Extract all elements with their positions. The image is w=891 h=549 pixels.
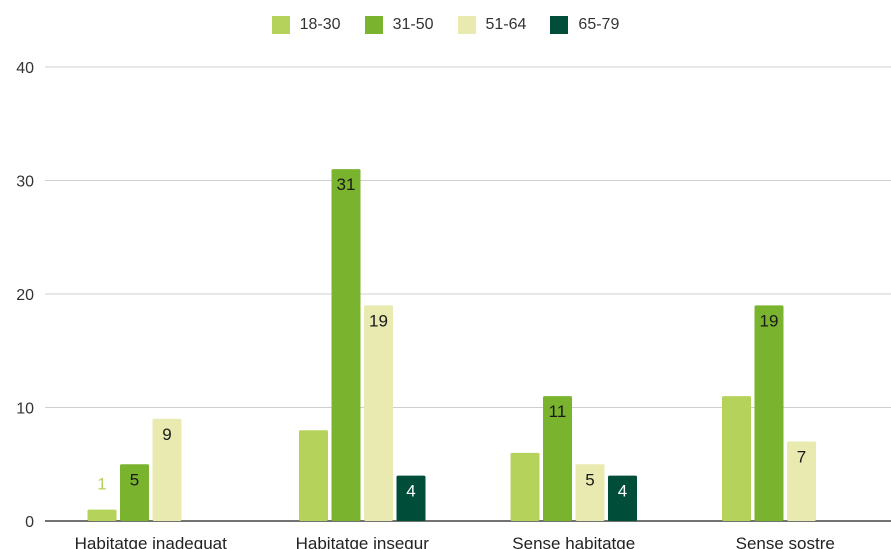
x-tick-label-3: Sense sostre bbox=[736, 534, 835, 549]
data-labels: 1 5 9 8 31 19 4 6 11 5 4 11 19 7 bbox=[97, 175, 806, 500]
x-tick-label-0: Habitatge inadequat bbox=[75, 534, 227, 549]
data-label-18-30-2: 6 bbox=[520, 459, 529, 478]
legend-swatch-51-64 bbox=[457, 16, 476, 34]
bar-65-79-2 bbox=[608, 475, 637, 521]
legend-label-65-79: 65-79 bbox=[578, 16, 620, 33]
legend-item-31-50: 31-50 bbox=[364, 16, 434, 34]
data-label-18-30-0: 1 bbox=[97, 475, 106, 494]
data-label-31-50-3: 19 bbox=[760, 311, 779, 330]
x-tick-label-2: Sense habitatge bbox=[512, 534, 635, 549]
bar-31-50-0 bbox=[120, 464, 149, 521]
legend-label-31-50: 31-50 bbox=[392, 16, 434, 33]
y-tick-label-4: 40 bbox=[16, 60, 34, 77]
data-label-18-30-3: 11 bbox=[728, 402, 746, 421]
y-tick-label-3: 30 bbox=[16, 174, 34, 191]
bar-51-64-1 bbox=[364, 305, 393, 521]
legend-swatch-18-30 bbox=[271, 16, 290, 34]
data-label-18-30-1: 8 bbox=[309, 436, 318, 455]
data-label-51-64-1: 19 bbox=[369, 311, 388, 330]
x-axis: Habitatge inadequat Habitatge insegur Sens… bbox=[75, 534, 835, 549]
legend-item-18-30: 18-30 bbox=[271, 16, 341, 34]
data-label-65-79-2: 4 bbox=[618, 482, 627, 501]
y-tick-label-2: 20 bbox=[16, 287, 34, 304]
y-axis: 0 10 20 30 40 bbox=[16, 60, 34, 531]
bar-51-64-3 bbox=[787, 441, 816, 521]
legend-item-51-64: 51-64 bbox=[457, 16, 527, 34]
bars bbox=[87, 169, 816, 521]
legend-swatch-31-50 bbox=[364, 16, 383, 34]
bar-18-30-1 bbox=[299, 430, 328, 521]
legend-item-65-79: 65-79 bbox=[550, 16, 619, 34]
bar-31-50-1 bbox=[331, 169, 361, 521]
bar-18-30-3 bbox=[722, 396, 751, 521]
data-label-31-50-1: 31 bbox=[337, 175, 356, 194]
data-label-51-64-0: 9 bbox=[162, 425, 171, 444]
bar-65-79-1 bbox=[396, 475, 426, 521]
bar-18-30-2 bbox=[510, 452, 540, 521]
x-tick-label-1: Habitatge insegur bbox=[296, 534, 430, 549]
y-tick-label-0: 0 bbox=[25, 514, 34, 531]
data-label-51-64-2: 5 bbox=[585, 470, 594, 489]
legend-label-51-64: 51-64 bbox=[485, 16, 527, 33]
data-label-51-64-3: 7 bbox=[797, 448, 806, 467]
bar-18-30-0 bbox=[87, 509, 117, 521]
y-tick-label-1: 10 bbox=[16, 401, 34, 418]
legend-swatch-65-79 bbox=[550, 16, 569, 34]
data-label-31-50-2: 11 bbox=[549, 402, 567, 421]
bar-31-50-3 bbox=[754, 305, 784, 521]
bar-31-50-2 bbox=[543, 396, 572, 521]
bar-51-64-0 bbox=[152, 418, 182, 521]
data-label-31-50-0: 5 bbox=[130, 470, 139, 489]
grid-lines bbox=[45, 66, 891, 522]
bar-51-64-2 bbox=[575, 464, 605, 521]
data-label-65-79-1: 4 bbox=[406, 482, 415, 501]
chart-legend: 18-30 31-50 51-64 65-79 bbox=[0, 16, 891, 34]
legend-label-18-30: 18-30 bbox=[299, 16, 341, 33]
